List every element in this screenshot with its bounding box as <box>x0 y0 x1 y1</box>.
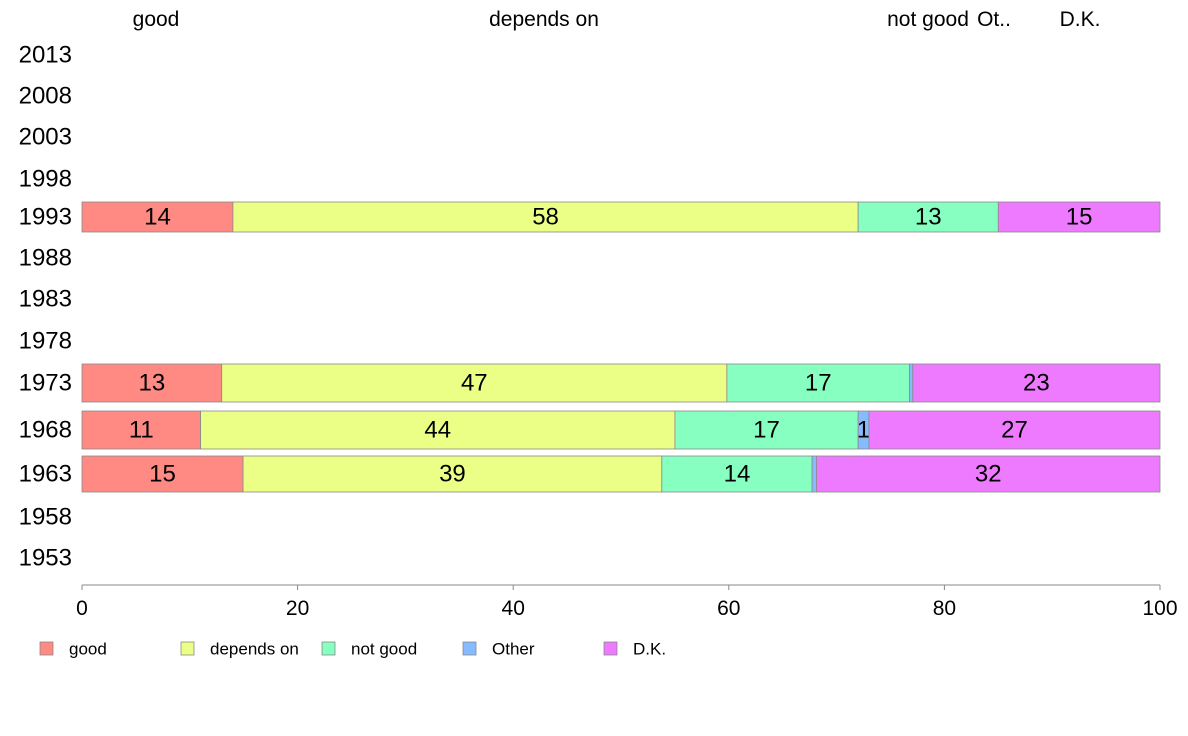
bar-1963-good <box>81 455 244 493</box>
y-tick-label-1978: 1978 <box>19 328 72 355</box>
bar-1993-good <box>81 201 234 233</box>
y-tick-label-1973: 1973 <box>19 370 72 397</box>
data-label-1993-good: 14 <box>144 204 171 231</box>
x-tick-label-80: 80 <box>933 597 956 620</box>
x-tick-label-20: 20 <box>286 597 309 620</box>
y-tick-label-2003: 2003 <box>19 124 72 151</box>
bar-1973-good <box>81 363 223 403</box>
bar-1963-not-good <box>661 455 813 493</box>
data-label-1963-not-good: 14 <box>724 461 751 488</box>
legend-swatch-d-k <box>603 641 618 656</box>
y-tick-label-1993: 1993 <box>19 204 72 231</box>
y-tick-label-1968: 1968 <box>19 417 72 444</box>
legend-swatch-other <box>462 641 477 656</box>
data-label-1993-d-k: 15 <box>1066 204 1093 231</box>
bar-1973-depends-on <box>221 363 728 403</box>
y-tick-label-1983: 1983 <box>19 286 72 313</box>
top-label-not-good: not good <box>887 8 969 31</box>
bar-1968-d-k <box>868 410 1161 450</box>
bar-1973-other <box>909 363 914 403</box>
top-label-ot: Ot.. <box>977 8 1011 31</box>
data-label-1968-good: 11 <box>129 417 154 444</box>
legend-label-good: good <box>69 640 107 659</box>
bar-1973-d-k <box>912 363 1161 403</box>
data-label-1968-other: 1 <box>857 417 870 444</box>
top-label-depends-on: depends on <box>489 8 599 31</box>
bar-1993-depends-on <box>232 201 859 233</box>
data-label-1973-depends-on: 47 <box>461 370 488 397</box>
data-label-1963-depends-on: 39 <box>439 461 466 488</box>
top-label-d-k: D.K. <box>1060 8 1101 31</box>
data-label-1993-depends-on: 58 <box>532 204 559 231</box>
legend-swatch-good <box>39 641 54 656</box>
data-label-1973-good: 13 <box>139 370 166 397</box>
x-tick-label-0: 0 <box>76 597 88 620</box>
data-label-1968-not-good: 17 <box>753 417 780 444</box>
y-tick-label-2013: 2013 <box>19 42 72 69</box>
data-label-1963-d-k: 32 <box>975 461 1002 488</box>
x-tick-label-100: 100 <box>1142 597 1177 620</box>
y-tick-label-1953: 1953 <box>19 545 72 572</box>
bar-1973-not-good <box>726 363 910 403</box>
y-tick-label-1963: 1963 <box>19 461 72 488</box>
bar-1968-depends-on <box>200 410 676 450</box>
legend-swatch-depends-on <box>180 641 195 656</box>
y-tick-label-1988: 1988 <box>19 245 72 272</box>
data-label-1963-good: 15 <box>149 461 176 488</box>
legend-label-not-good: not good <box>351 640 417 659</box>
legend-label-depends-on: depends on <box>210 640 299 659</box>
y-tick-label-1998: 1998 <box>19 166 72 193</box>
legend-label-d-k: D.K. <box>633 640 666 659</box>
y-tick-label-1958: 1958 <box>19 504 72 531</box>
data-label-1973-d-k: 23 <box>1023 370 1050 397</box>
x-tick-label-60: 60 <box>717 597 740 620</box>
x-tick-label-40: 40 <box>502 597 525 620</box>
data-label-1968-d-k: 27 <box>1001 417 1028 444</box>
data-label-1973-not-good: 17 <box>805 370 832 397</box>
y-tick-label-2008: 2008 <box>19 83 72 110</box>
data-label-1993-not-good: 13 <box>915 204 942 231</box>
top-label-good: good <box>133 8 180 31</box>
bar-1993-d-k <box>997 201 1161 233</box>
bar-1968-good <box>81 410 201 450</box>
bar-1963-other <box>811 455 817 493</box>
legend-swatch-not-good <box>321 641 336 656</box>
legend-label-other: Other <box>492 640 535 659</box>
bar-1963-d-k <box>816 455 1161 493</box>
bar-1993-not-good <box>857 201 999 233</box>
data-label-1968-depends-on: 44 <box>424 417 451 444</box>
bar-1963-depends-on <box>242 455 663 493</box>
